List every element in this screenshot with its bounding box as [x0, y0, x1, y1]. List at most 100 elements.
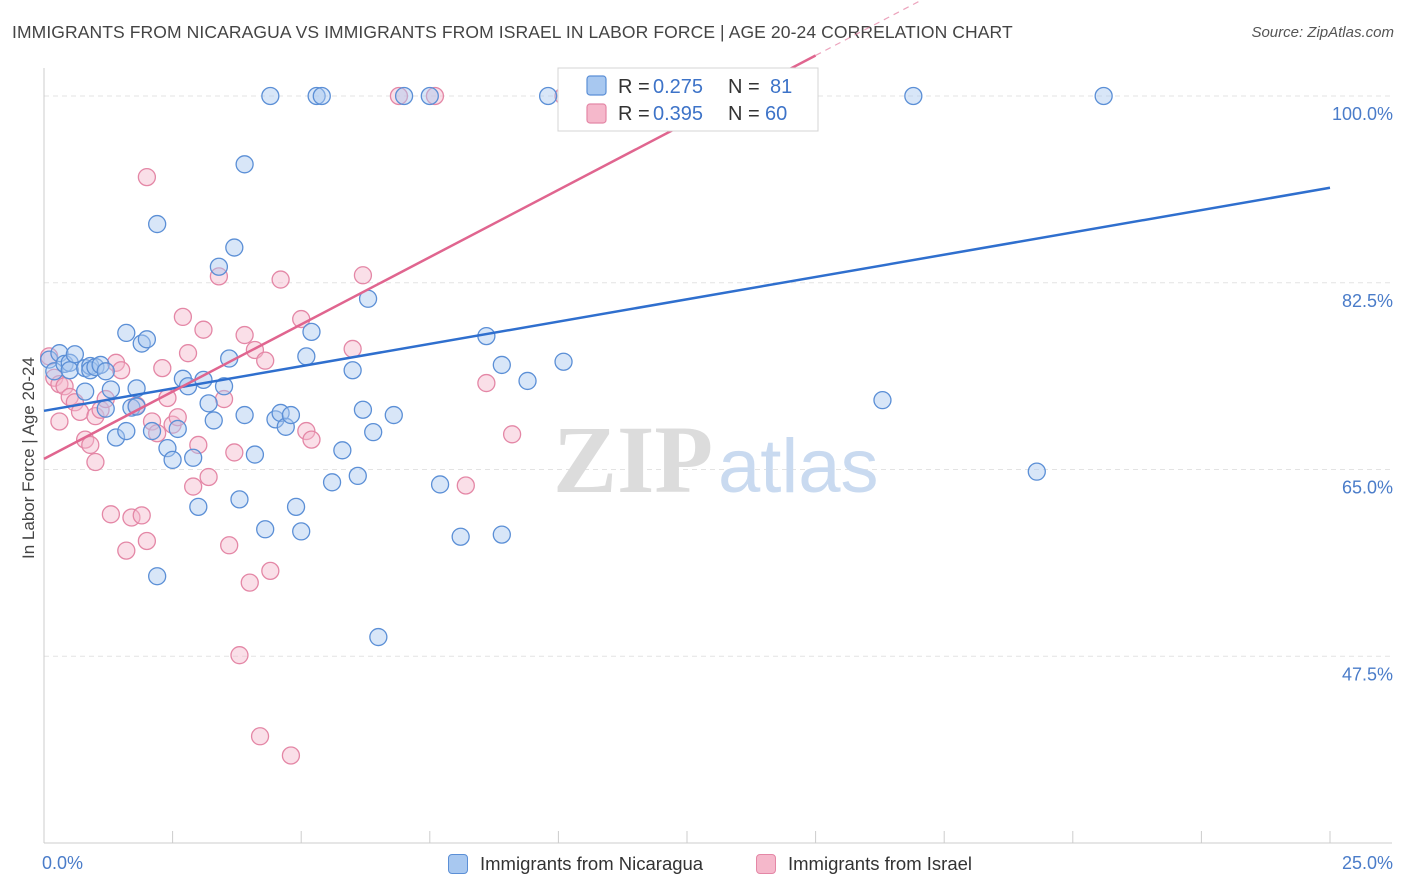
- legend: R = 0.275 N = 81 R = 0.395 N = 60: [557, 67, 819, 132]
- israel-point-34: [199, 467, 218, 487]
- nicaragua-point-46: [261, 86, 280, 106]
- y-tick-label-2: 82.5%: [1342, 291, 1393, 311]
- nicaragua-point-53: [297, 347, 316, 366]
- axes: [43, 68, 1392, 844]
- israel-point-30: [178, 344, 198, 363]
- nicaragua-point-66: [394, 86, 414, 106]
- nicaragua-point-51: [286, 497, 306, 517]
- nicaragua-point-57: [322, 473, 342, 492]
- nicaragua-point-50: [281, 405, 301, 425]
- nicaragua-point-49: [276, 417, 295, 436]
- israel-point-23: [142, 412, 162, 431]
- israel-point-45: [261, 561, 280, 581]
- nicaragua-point-63: [364, 423, 383, 442]
- nicaragua-point-17: [117, 421, 136, 441]
- nicaragua-point-13: [96, 362, 115, 381]
- nicaragua-point-69: [451, 527, 470, 546]
- legend-n-value-israel: 60: [765, 103, 787, 125]
- nicaragua-point-79: [1027, 462, 1046, 481]
- chart-title: IMMIGRANTS FROM NICARAGUA VS IMMIGRANTS …: [12, 22, 1013, 42]
- nicaragua-point-72: [492, 525, 511, 544]
- nicaragua-point-64: [369, 627, 388, 647]
- israel-point-41: [240, 573, 259, 592]
- bottom-legend-nicaragua: Immigrants from Nicaragua: [448, 852, 703, 876]
- nicaragua-point-26: [148, 567, 167, 586]
- israel-point-49: [297, 421, 316, 441]
- watermark-atlas: atlas: [718, 424, 879, 509]
- nicaragua-point-38: [214, 377, 234, 396]
- israel-point-35: [209, 267, 229, 286]
- israel-point-46: [271, 270, 290, 289]
- nicaragua-point-7: [76, 382, 95, 401]
- nicaragua-point-60: [348, 466, 367, 486]
- israel-point-16: [112, 361, 131, 380]
- israel-point-11: [86, 452, 105, 472]
- israel-point-55: [456, 476, 475, 495]
- bottom-legend-swatch-nicaragua: [448, 854, 468, 874]
- nicaragua-point-59: [343, 361, 362, 380]
- bottom-legend-israel: Immigrants from Israel: [756, 852, 972, 876]
- trend-line-nicaragua: [43, 186, 1331, 413]
- nicaragua-point-37: [209, 257, 229, 276]
- israel-point-14: [101, 505, 121, 524]
- nicaragua-point-61: [353, 400, 373, 419]
- nicaragua-point-15: [101, 380, 121, 399]
- bottom-legend-swatch-israel: [756, 854, 776, 874]
- israel-point-25: [153, 358, 172, 378]
- nicaragua-point-55: [307, 86, 326, 106]
- nicaragua-point-27: [158, 439, 177, 458]
- israel-point-17: [117, 541, 136, 560]
- y-tick-labels: 47.5% 65.0% 82.5% 100.0%: [1332, 104, 1393, 684]
- nicaragua-point-44: [245, 445, 265, 464]
- israel-point-3: [50, 412, 69, 431]
- source-label: Source: ZipAtlas.com: [1251, 24, 1394, 41]
- nicaragua-point-41: [230, 490, 249, 509]
- legend-r-label-israel: R =: [618, 103, 650, 125]
- nicaragua-point-42: [235, 155, 254, 174]
- y-tick-label-1: 65.0%: [1342, 478, 1393, 498]
- nicaragua-point-28: [163, 450, 182, 470]
- israel-point-53: [389, 86, 409, 106]
- legend-swatch-nicaragua: [586, 75, 607, 96]
- nicaragua-point-77: [873, 390, 892, 410]
- x-tick-label-1: 25.0%: [1342, 853, 1393, 873]
- israel-point-39: [230, 646, 249, 665]
- israel-point-44: [256, 351, 275, 370]
- series-nicaragua-points: [39, 86, 1113, 647]
- legend-n-value-nicaragua: 81: [770, 76, 792, 98]
- nicaragua-point-40: [225, 238, 244, 257]
- israel-point-54: [425, 86, 445, 106]
- watermark: ZIP atlas: [553, 406, 879, 513]
- israel-point-51: [343, 339, 362, 359]
- israel-point-56: [477, 373, 496, 393]
- israel-point-31: [184, 477, 203, 496]
- legend-swatch-israel: [586, 103, 607, 124]
- nicaragua-point-29: [168, 419, 187, 439]
- nicaragua-point-23: [137, 330, 157, 349]
- nicaragua-point-74: [538, 86, 558, 106]
- israel-point-47: [281, 746, 301, 765]
- nicaragua-point-68: [430, 475, 450, 494]
- nicaragua-point-10: [81, 361, 100, 380]
- nicaragua-point-25: [148, 214, 167, 234]
- nicaragua-point-54: [302, 322, 321, 341]
- nicaragua-point-45: [256, 520, 275, 539]
- nicaragua-point-75: [554, 352, 573, 371]
- nicaragua-point-16: [106, 428, 126, 447]
- israel-point-50: [302, 430, 321, 449]
- trend-line-israel-extension: [815, 0, 923, 56]
- nicaragua-point-56: [312, 86, 331, 106]
- israel-point-9: [81, 435, 100, 455]
- legend-r-value-nicaragua: 0.275: [653, 76, 703, 98]
- nicaragua-point-43: [235, 405, 254, 425]
- bottom-legend-label-israel: Immigrants from Israel: [788, 853, 973, 874]
- legend-r-value-israel: 0.395: [653, 103, 703, 125]
- nicaragua-point-36: [204, 411, 223, 430]
- nicaragua-point-78: [904, 86, 923, 106]
- israel-point-40: [235, 325, 254, 345]
- israel-point-33: [194, 320, 213, 339]
- nicaragua-point-32: [184, 448, 203, 467]
- nicaragua-point-71: [492, 355, 511, 375]
- bottom-legend-label-nicaragua: Immigrants from Nicaragua: [480, 853, 704, 874]
- y-tick-label-0: 47.5%: [1342, 664, 1393, 684]
